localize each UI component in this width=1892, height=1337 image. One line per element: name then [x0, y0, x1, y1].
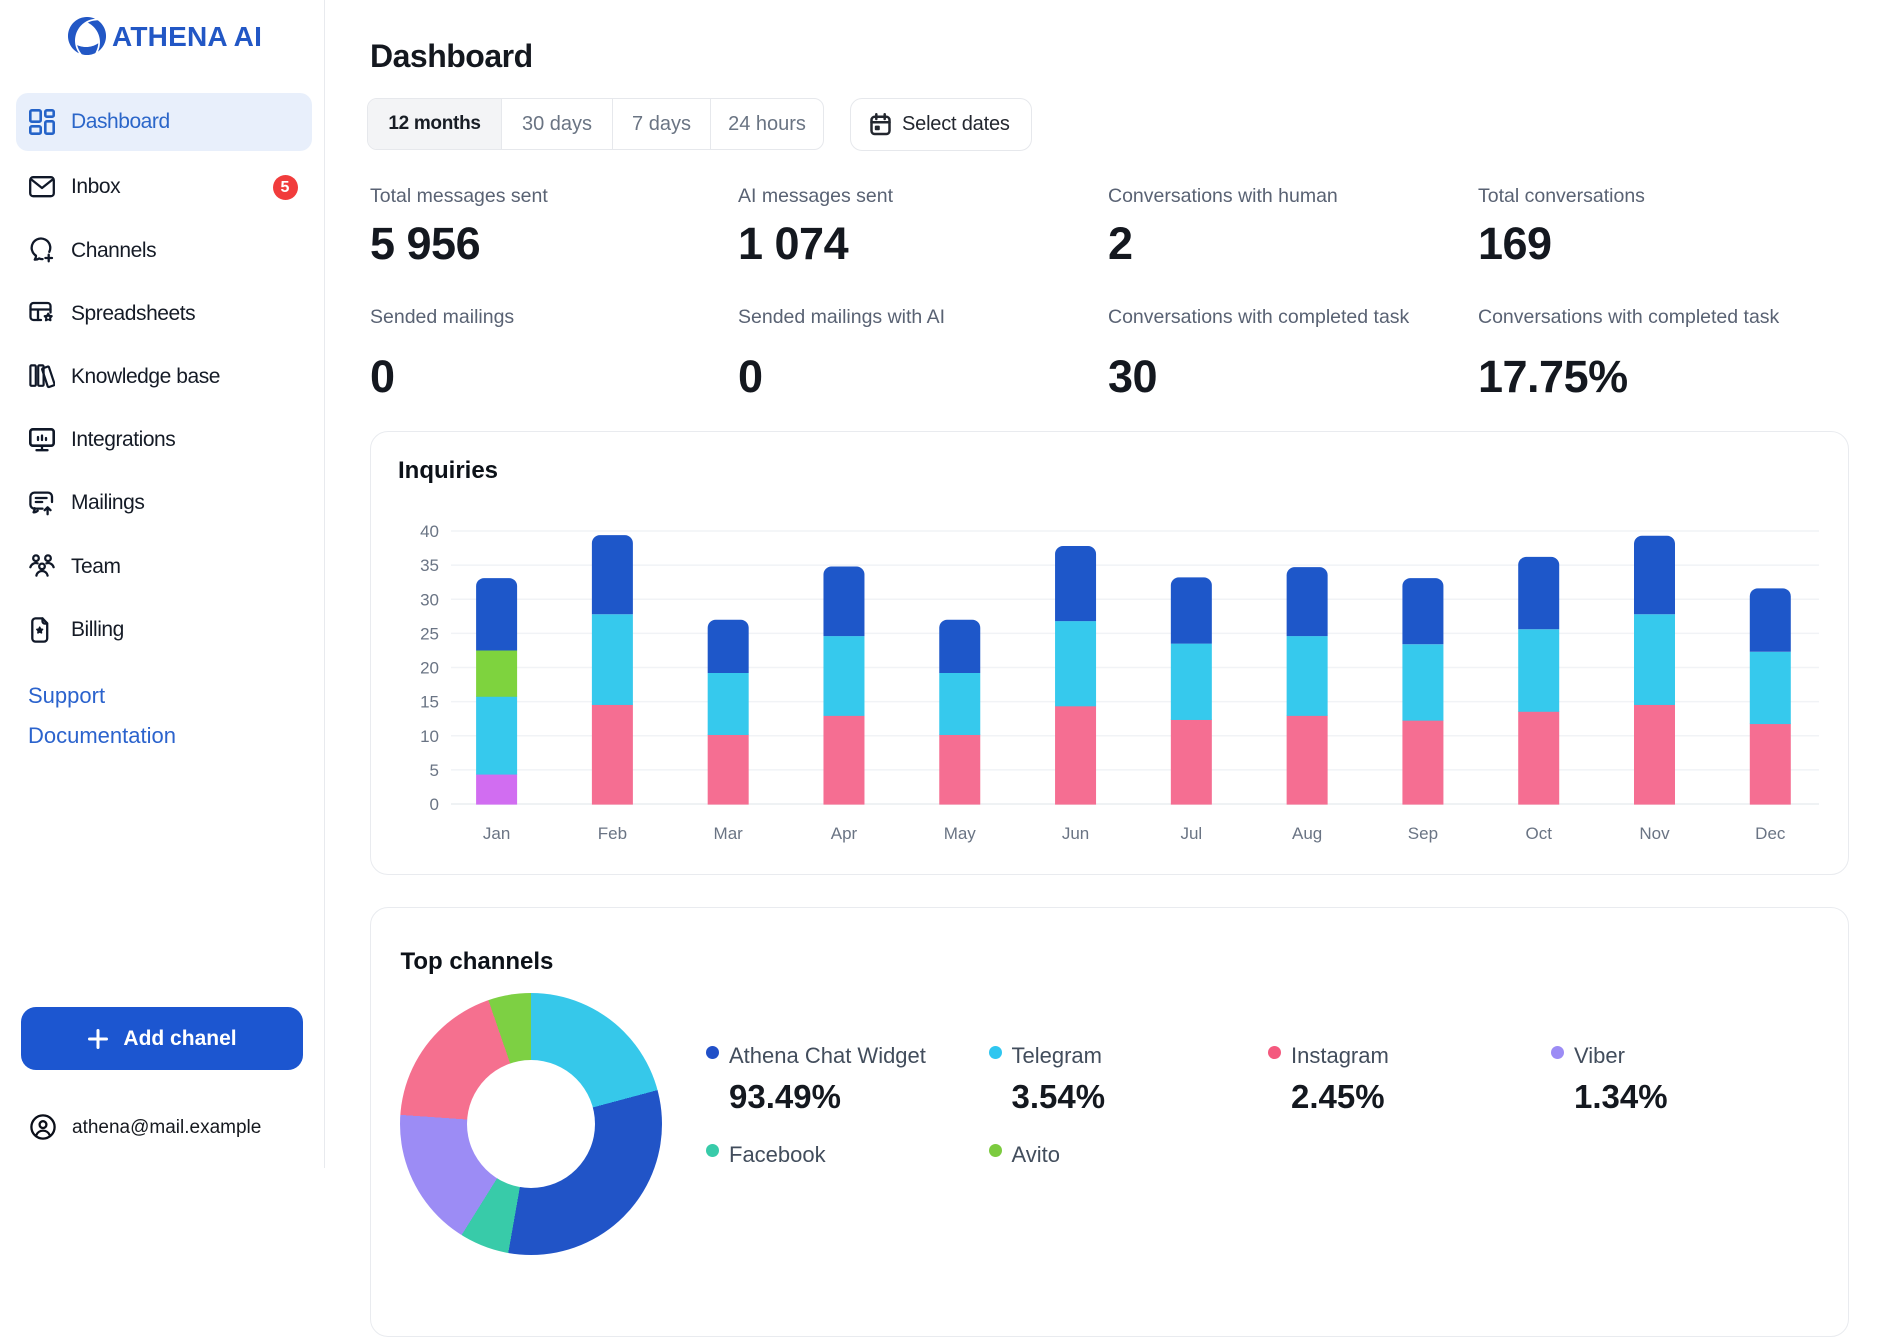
svg-text:Jul: Jul	[1180, 824, 1202, 843]
svg-text:15: 15	[420, 693, 439, 712]
svg-text:0: 0	[430, 795, 439, 814]
svg-text:Sep: Sep	[1408, 824, 1438, 843]
svg-text:Jun: Jun	[1062, 824, 1089, 843]
svg-text:20: 20	[420, 659, 439, 678]
svg-text:10: 10	[420, 727, 439, 746]
svg-text:Aug: Aug	[1292, 824, 1322, 843]
svg-text:Nov: Nov	[1639, 824, 1670, 843]
svg-text:Dec: Dec	[1755, 824, 1786, 843]
svg-text:5: 5	[430, 761, 439, 780]
svg-text:Oct: Oct	[1525, 824, 1552, 843]
svg-text:35: 35	[420, 556, 439, 575]
svg-text:Feb: Feb	[598, 824, 627, 843]
svg-text:May: May	[944, 824, 977, 843]
svg-text:30: 30	[420, 590, 439, 609]
svg-text:Mar: Mar	[714, 824, 744, 843]
svg-text:40: 40	[420, 522, 439, 541]
svg-text:Apr: Apr	[831, 824, 858, 843]
svg-text:25: 25	[420, 624, 439, 643]
svg-text:Jan: Jan	[483, 824, 510, 843]
